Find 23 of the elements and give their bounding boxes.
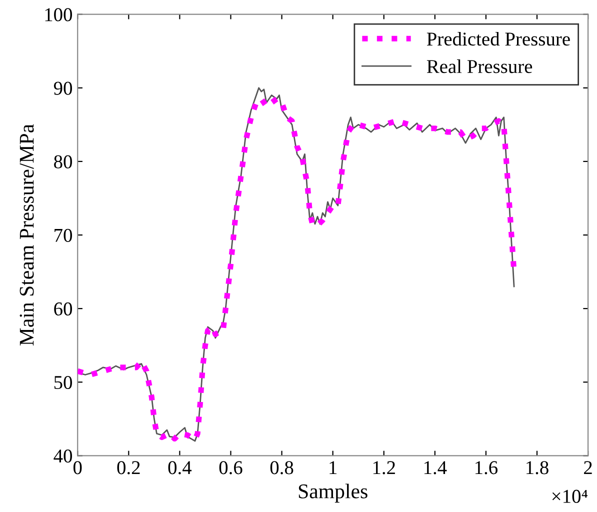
y-tick-label: 70 <box>54 228 72 242</box>
x-tick-label: 1.2 <box>373 461 395 474</box>
y-tick-label: 60 <box>54 302 72 316</box>
x-tick-label: 1.4 <box>424 461 447 474</box>
x-tick-label: 1.6 <box>476 461 498 474</box>
y-tick-label: 100 <box>45 8 72 22</box>
x-tick-label: 0.4 <box>168 461 192 474</box>
x-tick-label: 1 <box>330 461 337 474</box>
x-tick-label: 0.6 <box>219 461 242 474</box>
legend-label: Real Pressure <box>426 59 532 74</box>
x-tick-label: 0.2 <box>117 461 140 474</box>
x-tick-label: 2 <box>584 461 592 474</box>
x-tick-label: 0.8 <box>270 461 294 474</box>
y-tick-label: 40 <box>54 449 72 463</box>
x-axis-title: Samples <box>298 484 368 503</box>
text: ×10⁴ <box>552 490 588 503</box>
y-tick-label: 50 <box>54 376 72 390</box>
x-tick-label: 0 <box>73 461 82 474</box>
y-tick-label: 80 <box>54 155 72 168</box>
y-axis-title: Main Steam Pressure/MPa <box>20 124 34 346</box>
x-tick-label: 1.8 <box>526 461 548 474</box>
legend-label: Predicted Pressure <box>426 32 570 46</box>
y-tick-label: 90 <box>54 82 72 95</box>
